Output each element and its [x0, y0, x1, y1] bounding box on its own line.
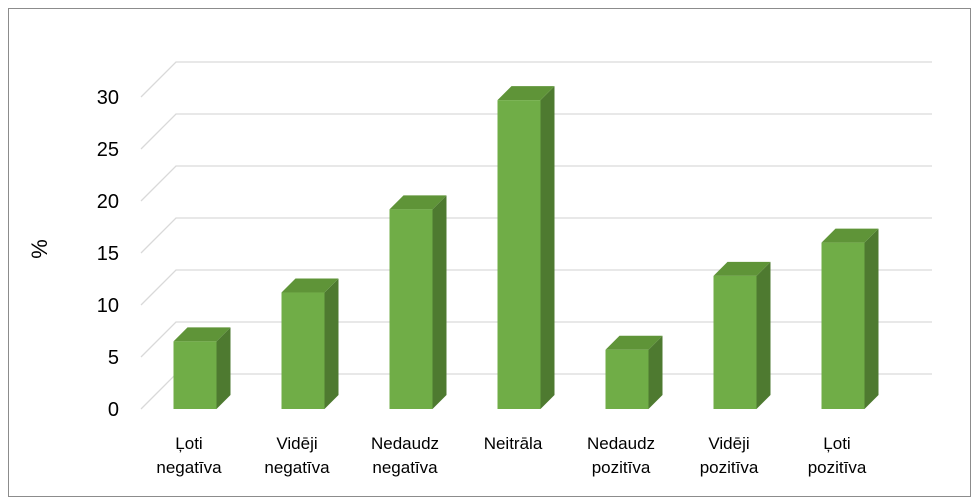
bar-side [216, 327, 231, 409]
bar-top [281, 278, 339, 293]
x-category-label: Nedaudz negatīva [371, 434, 439, 477]
x-category-label-line: Vidēji [708, 434, 749, 453]
bar [173, 327, 231, 409]
bar-front [173, 341, 217, 409]
bar-front [389, 209, 433, 409]
bar-front [821, 242, 865, 409]
y-tick-label: 25 [97, 139, 119, 161]
bar-side [864, 228, 879, 409]
bar-side [324, 278, 339, 409]
x-category-label-line: pozitīva [808, 458, 867, 477]
y-axis-title: % [27, 239, 52, 259]
x-category-label-line: negatīva [264, 458, 330, 477]
y-axis-ticks: 0 5 10 15 20 25 30 [97, 87, 119, 421]
gridlines [140, 61, 932, 410]
x-category-label: Neitrāla [484, 434, 543, 453]
x-axis-labels: Ļoti negatīva Vidēji negatīva Nedaudz negatīv… [156, 434, 866, 477]
x-category-label-line: Ļoti [175, 434, 202, 453]
bar [605, 335, 663, 409]
y-tick-label: 10 [97, 295, 119, 317]
x-category-label-line: Ļoti [823, 434, 850, 453]
y-tick-label: 0 [108, 399, 119, 421]
x-category-label: Vidēji pozitīva [700, 434, 759, 477]
x-category-label-line: negatīva [156, 458, 222, 477]
bar-top [605, 335, 663, 350]
chart-frame: 0 5 10 15 20 25 30 Ļoti negatīva Vidēji negatīva N… [8, 8, 971, 497]
x-category-label-line: negatīva [372, 458, 438, 477]
bar [281, 278, 339, 409]
bar [389, 195, 447, 409]
x-category-label: Vidēji negatīva [264, 434, 330, 477]
bar [497, 86, 555, 410]
bar [713, 261, 771, 409]
bar-front [497, 100, 541, 410]
bar-front [281, 292, 325, 409]
gridline [140, 165, 932, 202]
gridline [140, 217, 932, 254]
bar-top [173, 327, 231, 342]
bar-top [821, 228, 879, 243]
x-category-label-line: pozitīva [592, 458, 651, 477]
gridline [140, 269, 932, 306]
bar-top [713, 261, 771, 276]
x-category-label: Ļoti negatīva [156, 434, 222, 477]
x-category-label: Nedaudz pozitīva [587, 434, 655, 477]
y-tick-label: 5 [108, 347, 119, 369]
bar-front [713, 275, 757, 409]
x-category-label-line: pozitīva [700, 458, 759, 477]
y-tick-label: 15 [97, 243, 119, 265]
bar-front [605, 349, 649, 409]
bar [821, 228, 879, 409]
bar-top [497, 86, 555, 101]
bar-side [756, 261, 771, 409]
bar-side [540, 86, 555, 410]
bars [173, 86, 879, 410]
y-tick-label: 20 [97, 191, 119, 213]
bar-side [648, 335, 663, 409]
bar-top [389, 195, 447, 210]
x-category-label: Ļoti pozitīva [808, 434, 867, 477]
y-tick-label: 30 [97, 87, 119, 109]
gridline [140, 321, 932, 358]
x-category-label-line: Vidēji [276, 434, 317, 453]
x-category-label-line: Nedaudz [371, 434, 439, 453]
gridline [140, 113, 932, 150]
x-category-label-line: Nedaudz [587, 434, 655, 453]
gridline [140, 61, 932, 98]
x-category-label-line: Neitrāla [484, 434, 543, 453]
bar-side [432, 195, 447, 409]
